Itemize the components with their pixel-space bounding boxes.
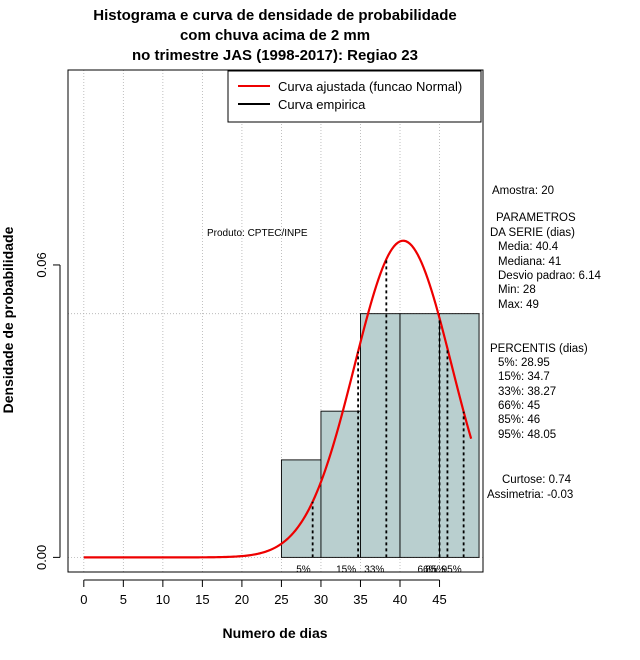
percentil-85: 85%: 46 <box>498 414 540 426</box>
params-title-2: DA SERIE (dias) <box>490 227 575 239</box>
percentil-15: 15%: 34.7 <box>498 371 550 383</box>
param-sd: Desvio padrao: 6.14 <box>498 270 602 282</box>
x-tick-label: 20 <box>235 592 249 607</box>
percentis-title: PERCENTIS (dias) <box>490 343 588 355</box>
percentile-label-5: 5% <box>296 564 311 575</box>
percentile-label-33: 33% <box>364 564 384 575</box>
legend: Curva ajustada (funcao Normal) Curva emp… <box>227 70 482 123</box>
percentil-66: 66%: 45 <box>498 400 540 412</box>
params-title-1: PARAMETROS <box>496 212 576 224</box>
histogram-bar-4 <box>399 313 440 558</box>
percentil-95: 95%: 48.05 <box>498 429 556 441</box>
legend-box <box>227 70 482 123</box>
x-tick-label: 15 <box>195 592 209 607</box>
histogram-bar-2 <box>320 410 361 558</box>
kurtosis: Curtose: 0.74 <box>502 474 572 486</box>
param-median: Mediana: 41 <box>498 256 561 268</box>
histogram-bar-3 <box>360 313 401 558</box>
x-tick-label: 35 <box>353 592 367 607</box>
side-panel: Amostra: 20 PARAMETROS DA SERIE (dias) M… <box>487 185 602 501</box>
percentil-5: 5%: 28.95 <box>498 357 550 369</box>
chart-title-line-1: Histograma e curva de densidade de proba… <box>93 7 456 24</box>
y-axis-label: Densidade de probabilidade <box>0 226 16 413</box>
percentile-label-15: 15% <box>336 564 356 575</box>
x-tick-label: 45 <box>432 592 446 607</box>
x-axis: 0 5 10 15 20 25 30 35 40 45 <box>80 579 447 607</box>
param-mean: Media: 40.4 <box>498 241 559 253</box>
percentile-label-85: 85% <box>425 564 445 575</box>
histogram-bar-1 <box>280 459 322 558</box>
y-axis: 0.00 0.06 <box>34 252 61 570</box>
percentil-33: 33%: 38.27 <box>498 386 556 398</box>
normal-fit-curve <box>83 239 473 559</box>
plot-frame <box>67 69 484 573</box>
histogram-bars <box>280 313 480 558</box>
skewness: Assimetria: -0.03 <box>487 489 573 501</box>
param-max: Max: 49 <box>498 299 539 311</box>
legend-label-empirical: Curva empirica <box>278 97 366 112</box>
x-tick-label: 30 <box>314 592 328 607</box>
x-tick-label: 10 <box>156 592 170 607</box>
x-tick-label: 5 <box>120 592 127 607</box>
product-label: Produto: CPTEC/INPE <box>207 228 308 239</box>
percentile-lines: 5% 15% 33% 66%85%95% <box>296 259 465 575</box>
y-tick-label: 0.00 <box>34 545 49 570</box>
x-tick-label: 40 <box>393 592 407 607</box>
param-min: Min: 28 <box>498 284 536 296</box>
x-tick-label: 25 <box>274 592 288 607</box>
chart-title-line-3: no trimestre JAS (1998-2017): Regiao 23 <box>132 47 418 64</box>
percentile-label-95: 95% <box>442 564 462 575</box>
histogram-bar-5 <box>439 313 480 558</box>
chart-title-line-2: com chuva acima de 2 mm <box>180 27 370 44</box>
x-axis-label: Numero de dias <box>222 625 327 641</box>
sample-size: Amostra: 20 <box>492 185 554 197</box>
x-tick-label: 0 <box>80 592 87 607</box>
y-tick-label: 0.06 <box>34 252 49 277</box>
percentile-label-66: 66% <box>418 564 438 575</box>
legend-label-normal: Curva ajustada (funcao Normal) <box>278 79 462 94</box>
normal-curve-layer <box>83 239 473 559</box>
